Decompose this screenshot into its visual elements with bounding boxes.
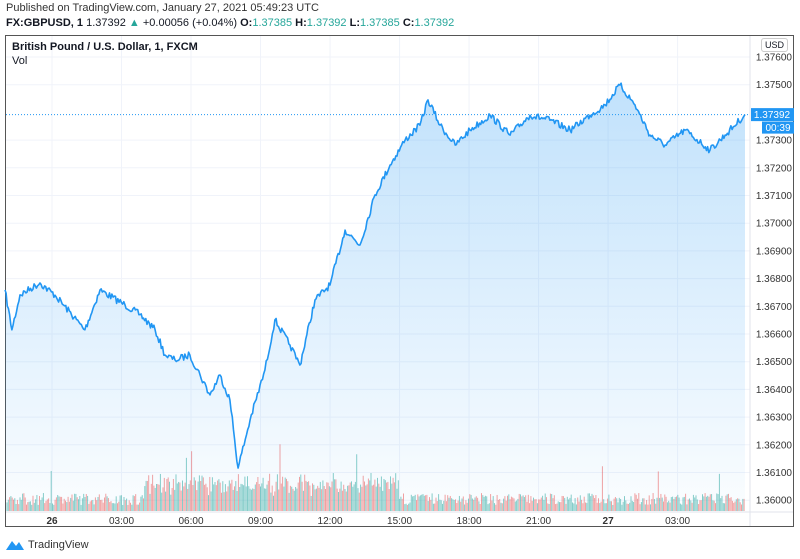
countdown-badge-text: 00:39: [765, 123, 790, 134]
x-tick-label: 06:00: [179, 516, 204, 527]
open-label: O:: [240, 17, 253, 29]
price-change: +0.00056 (+0.04%): [142, 17, 238, 29]
y-tick-label: 1.36000: [756, 496, 793, 507]
currency-label[interactable]: USD: [761, 38, 789, 52]
chart-legend: British Pound / U.S. Dollar, 1, FXCM Vol: [12, 40, 198, 68]
y-tick-label: 1.36900: [756, 246, 793, 257]
high-value: 1.37392: [306, 17, 347, 29]
y-tick-label: 1.37100: [756, 191, 793, 202]
y-tick-label: 1.36700: [756, 302, 793, 313]
tradingview-logo[interactable]: TradingView: [5, 538, 89, 552]
y-tick-label: 1.36600: [756, 330, 793, 341]
legend-volume[interactable]: Vol: [12, 55, 28, 67]
y-tick-label: 1.37200: [756, 163, 793, 174]
x-tick-label: 21:00: [526, 516, 551, 527]
close-label: C:: [402, 17, 415, 29]
y-tick-label: 1.37600: [756, 53, 793, 64]
symbol-header: FX:GBPUSD, 1 1.37392 ▲ +0.00056 (+0.04%)…: [6, 17, 454, 29]
countdown-badge: [762, 121, 794, 134]
y-tick-label: 1.36500: [756, 357, 793, 368]
y-tick-label: 1.37300: [756, 136, 793, 147]
up-triangle-icon: ▲: [128, 17, 140, 29]
chart-frame[interactable]: [5, 35, 794, 527]
y-tick-label: 1.36100: [756, 468, 793, 479]
brand-name: TradingView: [28, 539, 89, 551]
x-tick-label: 03:00: [109, 516, 134, 527]
low-value: 1.37385: [360, 17, 400, 29]
y-tick-label: 1.36300: [756, 413, 793, 424]
y-tick-label: 1.37000: [756, 219, 793, 230]
price-area-fill: [4, 83, 746, 511]
open-value: 1.37385: [252, 17, 293, 29]
last-price: 1.37392: [86, 17, 126, 29]
low-label: L:: [349, 17, 360, 29]
high-label: H:: [295, 17, 307, 29]
y-tick-label: 1.36800: [756, 274, 793, 285]
y-tick-label: 1.36400: [756, 385, 793, 396]
close-value: 1.37392: [414, 17, 455, 29]
x-tick-label: 09:00: [248, 516, 273, 527]
x-tick-label: 18:00: [457, 516, 482, 527]
x-tick-label: 27: [603, 516, 615, 527]
price-line: [4, 82, 746, 469]
x-tick-label: 12:00: [318, 516, 343, 527]
y-tick-label: 1.36200: [756, 440, 793, 451]
tradingview-logo-icon: [6, 541, 24, 550]
last-price-badge: [751, 108, 794, 122]
published-note: Published on TradingView.com, January 27…: [6, 2, 319, 14]
symbol-name: FX:GBPUSD, 1: [6, 17, 84, 29]
x-tick-label: 26: [46, 516, 58, 527]
y-tick-label: 1.37500: [756, 80, 793, 91]
x-tick-label: 03:00: [665, 516, 690, 527]
x-tick-label: 15:00: [387, 516, 412, 527]
legend-title: British Pound / U.S. Dollar, 1, FXCM: [12, 41, 198, 53]
last-price-badge-text: 1.37392: [754, 110, 791, 121]
